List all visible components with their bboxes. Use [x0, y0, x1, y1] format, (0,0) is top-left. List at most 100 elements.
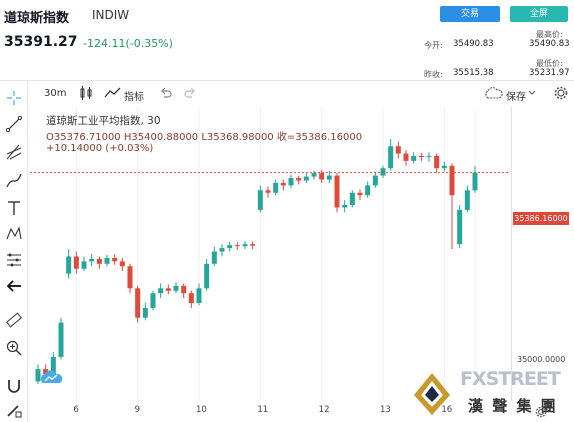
instrument-symbol: INDIW: [92, 8, 130, 22]
candle-body: [250, 244, 256, 246]
x-tick-label: 9: [134, 405, 141, 415]
candle-body: [188, 293, 194, 303]
candle-body: [96, 258, 102, 264]
candle-body: [73, 256, 79, 269]
gear-icon[interactable]: [554, 86, 568, 100]
candle-body: [158, 288, 164, 294]
save-button[interactable]: 保存: [506, 92, 526, 103]
watermark-company-text: 漢 聲 集 團: [468, 397, 558, 415]
candle-body: [127, 266, 133, 289]
company-logo-icon: [414, 373, 450, 415]
legend-instrument: 道琼斯工业平均指数, 30: [46, 115, 161, 127]
brush-icon[interactable]: [4, 170, 24, 190]
candle-body: [380, 168, 386, 176]
x-tick-label: 16: [441, 405, 453, 415]
x-tick-label: 12: [318, 405, 330, 415]
open-value: 35490.83: [453, 39, 494, 49]
candle-body: [342, 205, 348, 208]
redo-icon[interactable]: [184, 87, 196, 99]
toolbar-divider: [0, 80, 574, 81]
candle-body: [50, 356, 56, 375]
undo-icon[interactable]: [160, 87, 172, 99]
candle-type-icon[interactable]: [78, 86, 94, 100]
candle-body: [395, 146, 401, 154]
current-price-tag: 35386.16000: [513, 212, 569, 225]
candle-body: [242, 244, 248, 247]
candle-body: [265, 190, 271, 193]
back-arrow-icon[interactable]: [4, 276, 24, 296]
pattern-icon[interactable]: [4, 224, 24, 244]
candle-body: [296, 178, 302, 181]
candle-body: [58, 322, 64, 357]
trend-line-icon[interactable]: [4, 114, 24, 134]
high-label: 最高价:: [536, 30, 563, 39]
low-value: 35231.97: [529, 68, 570, 78]
last-price: 35391.27: [4, 34, 78, 50]
candle-body: [104, 257, 110, 264]
candle-body: [227, 245, 233, 249]
prev-close-label: 昨收:: [424, 70, 443, 79]
candle-body: [288, 178, 294, 186]
zoom-icon[interactable]: [4, 338, 24, 358]
candle-body: [357, 192, 363, 196]
candle-body: [81, 261, 87, 269]
candle-body: [411, 156, 417, 161]
candle-body: [257, 190, 263, 210]
candle-body: [426, 156, 432, 157]
indicator-icon[interactable]: [104, 87, 122, 99]
candle-body: [418, 156, 424, 157]
candle-body: [472, 172, 478, 191]
candle-body: [372, 175, 378, 186]
candle-body: [403, 153, 409, 161]
candle-body: [349, 192, 355, 205]
legend-change: +10.14000 (+0.03%): [46, 143, 154, 154]
instrument-title: 道琼斯指数: [4, 11, 70, 26]
candle-body: [449, 165, 455, 196]
x-tick-label: 11: [257, 405, 269, 415]
candle-body: [280, 182, 286, 186]
pitchfork-icon[interactable]: [4, 142, 24, 162]
candle-body: [43, 369, 49, 375]
candle-body: [135, 288, 141, 318]
candle-body: [219, 248, 225, 252]
drawing-toolbar: [0, 80, 28, 422]
prediction-icon[interactable]: [4, 250, 24, 270]
pencil-lock-icon[interactable]: [4, 400, 24, 420]
candle-body: [35, 369, 41, 382]
crosshair-icon[interactable]: [4, 88, 24, 108]
interval-selector[interactable]: 30m: [44, 88, 67, 99]
candle-body: [89, 258, 95, 262]
fullscreen-button[interactable]: 全屏: [510, 6, 568, 22]
chevron-down-icon[interactable]: [528, 90, 536, 96]
candle-body: [211, 251, 217, 264]
candle-body: [173, 285, 179, 291]
candles: [35, 138, 478, 384]
magnet-icon[interactable]: [4, 376, 24, 396]
high-value: 35490.83: [529, 39, 570, 49]
settings-icon[interactable]: [535, 406, 547, 418]
candle-body: [181, 285, 187, 294]
candle-body: [66, 256, 72, 274]
candle-body: [150, 293, 156, 308]
x-tick-label: 10: [196, 405, 207, 415]
candlestick-chart[interactable]: [30, 107, 510, 401]
candle-body: [311, 173, 317, 177]
candle-body: [457, 209, 463, 245]
trade-button[interactable]: 交易: [440, 6, 500, 22]
candle-body: [273, 182, 279, 193]
candle-body: [303, 176, 309, 181]
candle-body: [119, 261, 125, 267]
candle-body: [464, 190, 470, 210]
price-axis[interactable]: [511, 107, 574, 401]
candle-body: [204, 263, 210, 289]
price-change: -124.11(-0.35%): [83, 37, 173, 50]
cloud-logo-icon: [40, 370, 63, 383]
candle-body: [326, 175, 332, 180]
indicator-button[interactable]: 指标: [124, 92, 144, 103]
cloud-icon[interactable]: [483, 86, 503, 100]
legend-ohlc: O35376.71000 H35400.88000 L35368.98000 收…: [46, 132, 363, 143]
x-tick-label: 6: [73, 405, 79, 415]
y-axis-label: 35000.0000: [517, 355, 566, 364]
text-icon[interactable]: [4, 198, 24, 218]
ruler-icon[interactable]: [4, 310, 24, 330]
